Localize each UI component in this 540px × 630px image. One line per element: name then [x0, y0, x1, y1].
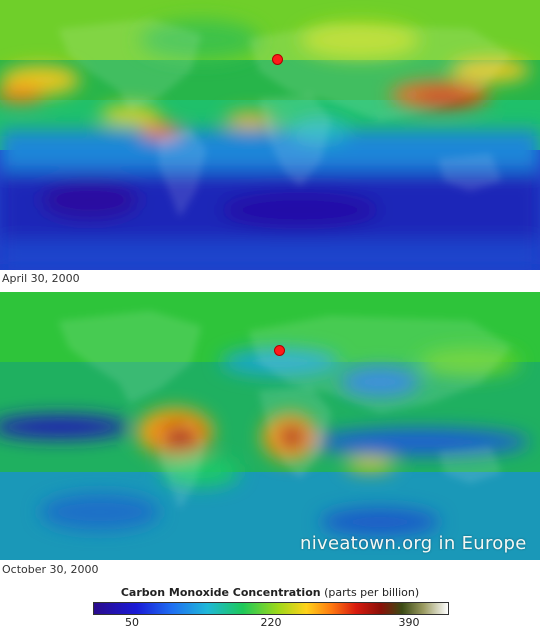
- legend-title: Carbon Monoxide Concentration (parts per…: [0, 586, 540, 599]
- legend-tick-50: 50: [125, 616, 139, 629]
- legend-title-text: Carbon Monoxide Concentration: [120, 586, 321, 599]
- co-map-october: [0, 292, 540, 560]
- legend-unit: (parts per billion): [324, 586, 420, 599]
- co-map-april-image: [0, 0, 540, 270]
- legend-tick-390: 390: [398, 616, 420, 629]
- color-scale-bar: [93, 602, 449, 615]
- legend-tick-220: 220: [260, 616, 282, 629]
- co-map-april: [0, 0, 540, 270]
- panel-date-october: October 30, 2000: [2, 563, 99, 576]
- panel-date-april: April 30, 2000: [2, 272, 80, 285]
- watermark-text: niveatown.org in Europe: [300, 533, 527, 554]
- co-map-october-image: [0, 292, 540, 560]
- location-marker-april: [272, 54, 283, 65]
- location-marker-october: [274, 345, 285, 356]
